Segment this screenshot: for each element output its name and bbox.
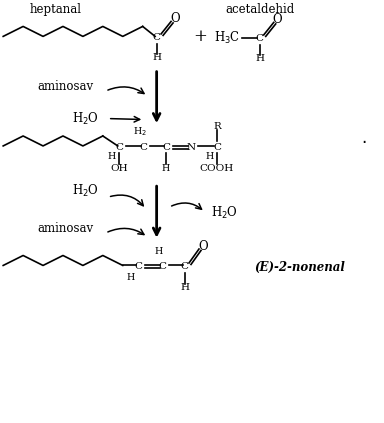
Text: H$_3$C: H$_3$C — [214, 30, 240, 46]
Text: N: N — [187, 143, 195, 152]
Text: H$_2$O: H$_2$O — [72, 183, 99, 199]
Text: (E)-2-nonenal: (E)-2-nonenal — [254, 261, 345, 275]
Text: H: H — [255, 54, 264, 63]
Text: H: H — [108, 152, 116, 162]
Text: aminosav: aminosav — [37, 80, 94, 93]
Text: aminosav: aminosav — [37, 222, 94, 235]
Text: C: C — [162, 143, 170, 152]
Text: OH: OH — [111, 164, 128, 173]
Text: H: H — [205, 152, 214, 162]
Text: C: C — [180, 262, 189, 272]
Text: heptanal: heptanal — [30, 3, 81, 16]
Text: +: + — [193, 28, 207, 45]
Text: O: O — [170, 12, 180, 25]
Text: C: C — [213, 143, 221, 152]
Text: O: O — [272, 14, 282, 27]
Text: C: C — [158, 262, 166, 272]
Text: H: H — [152, 53, 161, 62]
Text: C: C — [134, 262, 142, 272]
Text: C: C — [115, 143, 123, 152]
Text: COOH: COOH — [200, 165, 234, 173]
Text: H: H — [154, 247, 163, 256]
Text: C: C — [152, 33, 161, 42]
Text: C: C — [256, 34, 264, 44]
Text: O: O — [198, 239, 208, 253]
Text: H: H — [180, 283, 189, 292]
Text: C: C — [139, 143, 147, 152]
Text: .: . — [362, 129, 367, 148]
Text: R: R — [213, 121, 221, 131]
Text: H: H — [126, 273, 135, 282]
Text: acetaldehid: acetaldehid — [225, 3, 295, 16]
Text: H: H — [162, 164, 170, 173]
Text: H$_2$O: H$_2$O — [212, 205, 238, 221]
Text: H$_2$: H$_2$ — [133, 126, 147, 138]
Text: H$_2$O: H$_2$O — [72, 110, 99, 126]
